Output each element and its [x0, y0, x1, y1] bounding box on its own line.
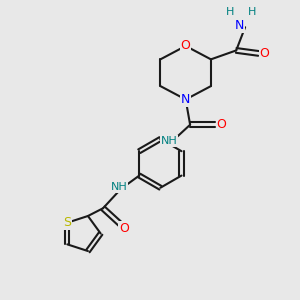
- Text: O: O: [260, 47, 269, 60]
- Text: H: H: [226, 7, 234, 17]
- Text: H: H: [248, 7, 256, 17]
- Text: O: O: [216, 118, 226, 131]
- Text: N: N: [235, 19, 244, 32]
- Text: S: S: [63, 216, 71, 229]
- Text: O: O: [181, 40, 190, 52]
- Text: N: N: [181, 93, 190, 106]
- Text: NH: NH: [161, 136, 178, 146]
- Text: O: O: [119, 222, 129, 235]
- Text: NH: NH: [111, 182, 128, 192]
